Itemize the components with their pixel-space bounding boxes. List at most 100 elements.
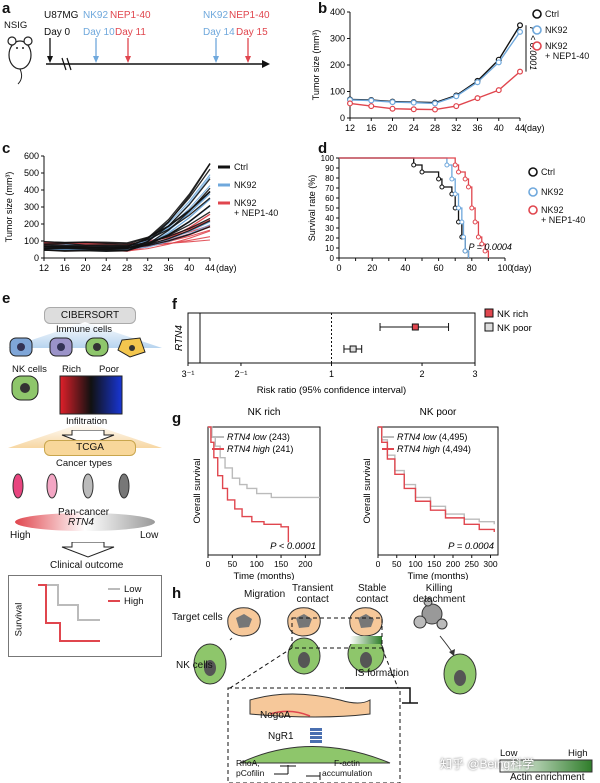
panel-label-f: f bbox=[172, 296, 177, 313]
c-ytick-label: 100 bbox=[24, 236, 39, 246]
c-ytick-label: 500 bbox=[24, 168, 39, 178]
infiltration-gradient bbox=[60, 376, 122, 414]
d-censor bbox=[419, 169, 425, 175]
c-ytick-label: 300 bbox=[24, 202, 39, 212]
chartG2-xtick-label: 250 bbox=[465, 559, 479, 569]
b-ytick-label: 400 bbox=[330, 7, 345, 17]
day10-label: Day 10 bbox=[83, 27, 115, 38]
b-point bbox=[495, 59, 502, 66]
chartG1-xtick-label: 150 bbox=[274, 559, 288, 569]
b-xtick-label: 12 bbox=[345, 123, 355, 133]
c-legend-2-1: + NEP1-40 bbox=[234, 208, 278, 218]
chartG2-xtick-label: 150 bbox=[427, 559, 441, 569]
b-ytick-label: 300 bbox=[330, 34, 345, 44]
b-point bbox=[453, 103, 460, 110]
b-xtick-label: 40 bbox=[494, 123, 504, 133]
outcome-box bbox=[8, 575, 162, 657]
high-label: High bbox=[10, 530, 31, 541]
b-legend-marker bbox=[532, 9, 542, 19]
f-xlabel: Risk ratio (95% confidence interval) bbox=[257, 385, 406, 396]
c-xtick-label: 44 bbox=[205, 263, 215, 273]
d-censor bbox=[459, 219, 465, 225]
nk-cell-4 bbox=[443, 653, 477, 695]
d-ytick-label: 80 bbox=[325, 174, 334, 183]
day15-label: Day 15 bbox=[236, 27, 268, 38]
mouse-icon bbox=[7, 36, 33, 85]
nk-cells-label: NK cells bbox=[176, 660, 213, 671]
ngr1-receptor bbox=[310, 728, 322, 743]
actin-low-label: Low bbox=[500, 748, 518, 759]
panel-h-diagram bbox=[193, 597, 593, 783]
rtn4-gene-label: RTN4 bbox=[68, 517, 94, 528]
chartG1-legend-1: RTN4 high (241) bbox=[227, 444, 293, 454]
b-point bbox=[517, 28, 524, 35]
cibersort-box: CIBERSORT bbox=[44, 307, 136, 324]
f-xtick-label: 2 bbox=[420, 369, 425, 379]
chartG1-xtick-label: 50 bbox=[228, 559, 238, 569]
f-row-label: RTN4 bbox=[174, 325, 185, 351]
target-cell-2 bbox=[287, 607, 321, 637]
b-point bbox=[474, 95, 481, 102]
d-censor bbox=[449, 176, 455, 182]
f-legend-0: NK rich bbox=[497, 309, 528, 320]
d-ytick-label: 100 bbox=[321, 154, 335, 163]
chart-g-nk-poor: NK poor 0 50 100 150 200 250 300 Time (months) Ov… bbox=[362, 407, 499, 580]
d-xlabel: (day) bbox=[511, 263, 532, 273]
d-censor bbox=[456, 205, 462, 211]
f-xtick-label: 1 bbox=[329, 369, 334, 379]
zoom-box bbox=[227, 687, 401, 783]
nk-cell-3 bbox=[347, 635, 385, 673]
transient-label: Transient contact bbox=[292, 583, 334, 605]
d-censor bbox=[461, 234, 466, 240]
d-ytick-label: 50 bbox=[325, 204, 334, 213]
mouse-label: NSIG bbox=[4, 20, 28, 31]
d-censor bbox=[462, 248, 468, 254]
outcome-mini-km bbox=[38, 584, 120, 642]
chartG2-frame bbox=[377, 426, 499, 556]
migration-label: Migration bbox=[244, 589, 286, 600]
rhoa-label: RhoA, pCofilin bbox=[236, 758, 265, 778]
b-ytick-label: 100 bbox=[330, 87, 345, 97]
b-xtick-label: 28 bbox=[430, 123, 440, 133]
d-ytick-label: 90 bbox=[325, 164, 334, 173]
target-cell-1 bbox=[227, 607, 261, 637]
d-xtick-label: 100 bbox=[497, 263, 512, 273]
cell-line-label: U87MG bbox=[44, 10, 79, 21]
b-xtick-label: 44 bbox=[515, 123, 525, 133]
d-censor bbox=[479, 241, 485, 247]
rich-label: Rich bbox=[62, 364, 82, 375]
c-xtick-label: 16 bbox=[60, 263, 70, 273]
d-ytick-label: 30 bbox=[325, 224, 334, 233]
chartG1-xtick-label: 0 bbox=[206, 559, 211, 569]
d-xtick-label: 0 bbox=[336, 263, 341, 273]
d-line-0 bbox=[339, 157, 470, 258]
c-ytick-label: 0 bbox=[34, 253, 39, 263]
b-legend-0: Ctrl bbox=[545, 9, 559, 19]
d-ytick-label: 40 bbox=[325, 214, 334, 223]
d-censor bbox=[469, 205, 475, 211]
c-xtick-label: 24 bbox=[101, 263, 111, 273]
panel-label-a: a bbox=[2, 0, 11, 17]
f-legend-swatch bbox=[484, 308, 494, 318]
chartG2-legend-1: RTN4 high (4,494) bbox=[397, 444, 471, 454]
d-legend-marker bbox=[528, 167, 538, 177]
b-ytick-label: 200 bbox=[330, 60, 345, 70]
c-xtick-label: 12 bbox=[39, 263, 49, 273]
d-censor bbox=[439, 184, 445, 190]
d-xtick-label: 80 bbox=[467, 263, 477, 273]
f-xtick-label: 2⁻¹ bbox=[235, 369, 248, 379]
cancer-label: Cancer types bbox=[56, 458, 112, 469]
survival-axis-label: Survival bbox=[13, 602, 25, 637]
c-legend-2-0: NK92 bbox=[234, 198, 257, 208]
chartG2-xtick-label: 200 bbox=[446, 559, 460, 569]
b-point bbox=[517, 22, 524, 29]
pan-cancer-gradient bbox=[15, 513, 155, 531]
target-cells-label: Target cells bbox=[172, 612, 223, 623]
c-xtick-label: 40 bbox=[184, 263, 194, 273]
chartG2-pvalue: P = 0.0004 bbox=[448, 541, 494, 552]
chartG2-title: NK poor bbox=[420, 407, 457, 418]
down-arrow-2 bbox=[61, 542, 115, 558]
chartG1-curve-0 bbox=[208, 426, 320, 499]
c-xtick-label: 36 bbox=[163, 263, 173, 273]
